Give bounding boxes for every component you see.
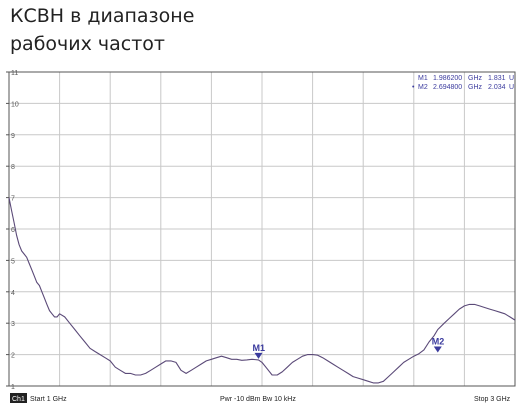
markers: M1 M2 [253, 337, 445, 359]
grid [8, 71, 516, 387]
settings-label: Pwr -10 dBm Bw 10 kHz [220, 396, 296, 403]
readout-active-dot: • [412, 84, 415, 91]
chart-title-line-2: рабочих частот [10, 33, 165, 55]
y-tick-label: 1 [11, 384, 15, 391]
y-tick-label: 8 [11, 164, 15, 171]
readout-cell: 2.034 [488, 84, 506, 91]
y-tick-label: 5 [11, 258, 15, 265]
y-tick-label: 7 [11, 196, 15, 203]
footer-bar: Ch1 Start 1 GHz Pwr -10 dBm Bw 10 kHz Stop … [10, 393, 511, 403]
readout-cell: GHz [468, 84, 483, 91]
marker-m1: M1 [253, 343, 266, 359]
marker-m2: M2 [432, 337, 445, 353]
readout-cell: M1 [418, 75, 428, 82]
readout-cell: U [509, 75, 514, 82]
y-tick-label: 9 [11, 133, 15, 140]
readout-row: M1 1.986200 GHz 1.831 U [418, 75, 514, 82]
readout-cell: 1.831 [488, 75, 506, 82]
y-tick-label: 11 [11, 70, 18, 77]
readout-cell: 1.986200 [433, 75, 462, 82]
y-tick-label: 6 [11, 227, 15, 234]
y-tick-label: 2 [11, 353, 15, 360]
marker-triangle [433, 346, 442, 353]
readout-cell: 2.694800 [433, 84, 462, 91]
chart-title-line-1: КСВН в диапазоне [10, 5, 195, 27]
y-tick-label: 3 [11, 321, 15, 328]
marker-label: M2 [432, 337, 445, 347]
chart-title: КСВН в диапазоне рабочих частот [10, 2, 310, 58]
y-tick-label: 4 [11, 290, 15, 297]
y-axis-ticks: 11 10 9 8 7 6 5 4 3 2 1 [6, 70, 19, 391]
readout-cell: GHz [468, 75, 483, 82]
channel-badge [10, 393, 27, 403]
readout-cell: U [509, 84, 514, 91]
series-trace [8, 197, 516, 384]
marker-triangle [254, 352, 263, 359]
stop-label: Stop 3 GHz [474, 396, 511, 403]
series-line [8, 197, 516, 384]
y-tick-label: 10 [11, 101, 19, 108]
readout-row: • M2 2.694800 GHz 2.034 U [412, 84, 514, 91]
start-label: Start 1 GHz [30, 396, 67, 403]
channel-label: Ch1 [12, 396, 25, 403]
marker-label: M1 [253, 343, 266, 353]
readout-cell: M2 [418, 84, 428, 91]
marker-readout: M1 1.986200 GHz 1.831 U • M2 2.694800 GHz 2.034 U [412, 75, 514, 91]
